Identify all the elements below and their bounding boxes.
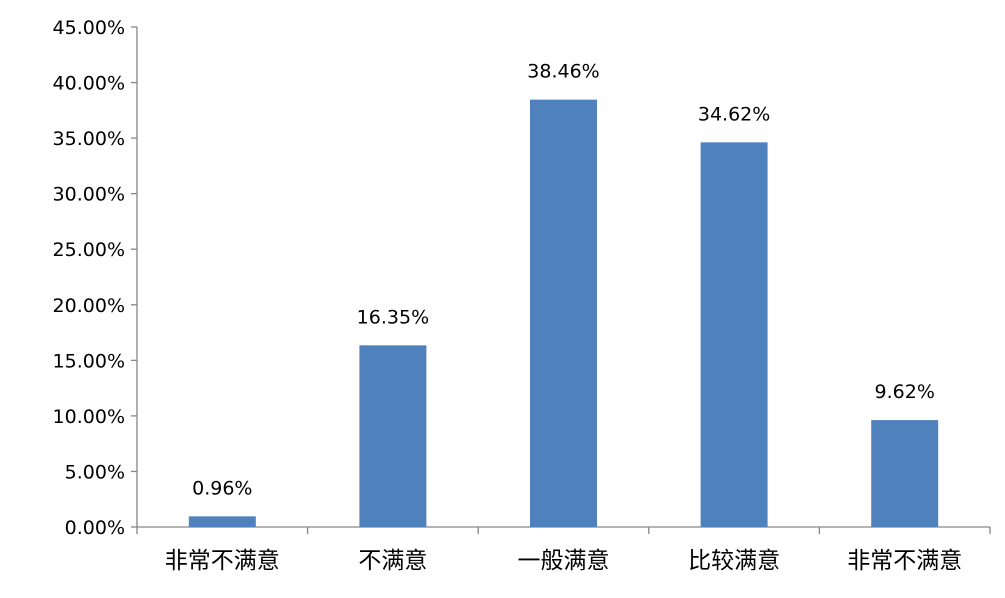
bar — [530, 99, 597, 528]
category-label: 非常不满意 — [847, 548, 962, 574]
bar — [700, 142, 768, 528]
y-tick-label: 40.00% — [53, 73, 125, 95]
y-tick-label: 45.00% — [53, 17, 125, 39]
bar — [188, 516, 256, 527]
data-label: 38.46% — [527, 61, 599, 83]
y-tick-label: 35.00% — [53, 128, 125, 150]
data-labels: 0.96% 16.35% 38.46% 34.62% 9.62% — [192, 61, 935, 500]
y-tick-label: 0.00% — [65, 517, 125, 539]
category-label: 不满意 — [358, 548, 427, 574]
y-axis: 0.00% 5.00% 10.00% 15.00% 20.00% 25.00% 30.00%… — [53, 17, 138, 539]
y-tick-label: 15.00% — [53, 350, 125, 372]
data-label: 9.62% — [875, 381, 935, 403]
bar — [871, 420, 939, 527]
y-tick-label: 20.00% — [53, 295, 125, 317]
data-label: 34.62% — [698, 103, 770, 125]
bars — [188, 99, 939, 528]
y-tick-label: 25.00% — [53, 239, 125, 261]
y-tick-label: 30.00% — [53, 184, 125, 206]
category-label: 非常不满意 — [165, 548, 280, 574]
x-axis — [136, 526, 991, 534]
y-tick-label: 10.00% — [53, 406, 125, 428]
bar — [359, 345, 427, 527]
data-label: 0.96% — [192, 477, 252, 499]
y-tick-label: 5.00% — [65, 461, 125, 483]
category-labels: 非常不满意 不满意 一般满意 比较满意 非常不满意 — [165, 548, 962, 574]
data-label: 16.35% — [357, 306, 429, 328]
category-label: 比较满意 — [688, 548, 780, 574]
category-label: 一般满意 — [518, 548, 610, 574]
